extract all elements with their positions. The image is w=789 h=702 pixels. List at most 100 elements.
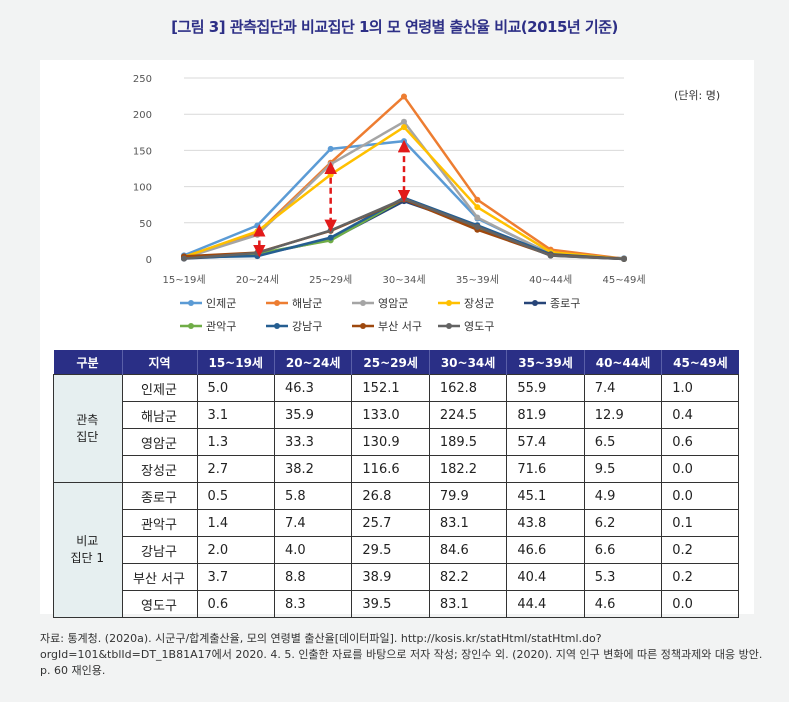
table-row: 해남군 3.1 35.9 133.0 224.5 81.9 12.9 0.4 [54,401,739,429]
value-cell: 162.8 [428,374,508,402]
y-tick-label: 200 [133,110,152,121]
region-cell: 장성군 [121,455,198,483]
value-cell: 3.1 [196,401,275,429]
value-cell: 5.3 [583,563,663,591]
legend-marker [274,300,280,306]
legend-label: 영암군 [378,297,408,310]
value-cell: 116.6 [351,455,430,483]
value-cell: 182.2 [428,455,508,483]
region-cell: 영암군 [121,428,198,456]
value-cell: 189.5 [428,428,508,456]
value-cell: 26.8 [351,482,430,510]
value-cell: 1.4 [196,509,275,537]
figure-title: [그림 3] 관측집단과 비교집단 1의 모 연령별 출산율 비교(2015년 … [171,18,618,36]
table-row: 영도구 0.6 8.3 39.5 83.1 44.4 4.6 0.0 [54,590,739,618]
value-cell: 38.9 [351,563,430,591]
table-row: 관악구 1.4 7.4 25.7 83.1 43.8 6.2 0.1 [54,509,739,537]
y-tick-label: 250 [133,74,152,85]
legend-label: 장성군 [464,297,494,310]
value-cell: 83.1 [428,509,508,537]
value-cell: 81.9 [506,401,585,429]
table-header-cell: 15~19세 [196,350,275,375]
value-cell: 2.7 [196,455,275,483]
data-point [401,118,407,125]
value-cell: 4.9 [583,482,663,510]
legend-marker [360,323,366,329]
value-cell: 4.6 [583,590,663,618]
value-cell: 0.0 [661,590,739,618]
value-cell: 55.9 [506,374,585,402]
source-note: 자료: 통계청. (2020a). 시군구/합계출산율, 모의 연령별 출산율[… [40,632,763,677]
value-cell: 8.3 [273,590,353,618]
unit-label: (단위: 명) [674,89,721,102]
legend-label: 인제군 [206,297,236,310]
value-cell: 33.3 [273,428,353,456]
value-cell: 5.0 [196,374,275,402]
data-point [621,256,627,262]
value-cell: 3.7 [196,563,275,591]
value-cell: 0.4 [661,401,739,429]
value-cell: 0.6 [196,590,275,618]
data-point [474,214,481,221]
group-label-cell: 관측 집단 [53,374,123,483]
value-cell: 5.8 [273,482,353,510]
value-cell: 6.6 [583,536,663,564]
x-tick-label: 25~29세 [309,274,352,286]
value-cell: 0.0 [661,482,739,510]
x-tick-label: 20~24세 [236,274,279,286]
value-cell: 84.6 [428,536,508,564]
table-header-cell: 20~24세 [273,350,352,375]
value-cell: 82.2 [428,563,508,591]
value-cell: 9.5 [583,455,663,483]
table-row: 비교 집단 1 종로구 0.5 5.8 26.8 79.9 45.1 4.9 0.0 [53,482,739,618]
region-cell: 부산 서구 [121,563,198,591]
y-tick-label: 100 [133,183,152,194]
legend-marker [188,323,194,329]
legend-label: 해남군 [292,296,322,310]
value-cell: 39.5 [351,590,430,618]
table-header-cell: 35~39세 [506,350,585,375]
legend-marker [532,300,538,306]
table-row: 강남구 2.0 4.0 29.5 84.6 46.6 6.6 0.2 [54,536,739,564]
value-cell: 46.6 [506,536,585,564]
data-point [474,223,481,230]
value-cell: 45.1 [506,482,585,510]
value-cell: 12.9 [583,401,663,429]
value-cell: 44.4 [506,590,585,618]
region-cell: 관악구 [121,509,198,537]
legend-label: 강남구 [292,320,322,333]
value-cell: 224.5 [428,401,508,429]
y-tick-label: 150 [133,146,152,157]
data-point [327,227,334,234]
legend-label: 관악구 [206,320,236,333]
legend-label: 영도구 [464,320,494,333]
table-header-row: 구분 지역 15~19세 20~24세 25~29세 30~34세 35~39세 40~44세… [53,350,739,375]
value-cell: 7.4 [583,374,663,402]
value-cell: 0.2 [661,536,739,564]
table-header-cell: 구분 [53,350,122,375]
value-cell: 0.5 [196,482,275,510]
value-cell: 0.2 [661,563,739,591]
data-point [547,252,554,259]
line-chart: 0 50 100 150 200 250 15~19세 20~24세 25~29세 30~34세… [133,74,646,333]
data-point [181,255,187,262]
legend-marker [446,300,452,306]
value-cell: 0.6 [661,428,739,456]
x-tick-label: 30~34세 [382,274,425,286]
table-row: 관측 집단 인제군 5.0 46.3 152.1 162.8 55.9 7.4 1.0 [53,374,739,483]
x-tick-label: 40~44세 [529,274,572,286]
data-point [401,124,407,131]
value-cell: 152.1 [351,374,430,402]
data-table: 구분 지역 15~19세 20~24세 25~29세 30~34세 35~39세 40~44세… [53,350,739,618]
value-cell: 2.0 [196,536,275,564]
value-cell: 133.0 [351,401,430,429]
x-tick-label: 35~39세 [456,274,499,286]
value-cell: 8.8 [273,563,353,591]
data-point [327,145,334,152]
data-point [327,234,334,241]
value-cell: 0.1 [661,509,739,537]
legend-marker [188,300,194,306]
value-cell: 38.2 [273,455,353,483]
value-cell: 83.1 [428,590,508,618]
legend-marker [446,323,452,329]
